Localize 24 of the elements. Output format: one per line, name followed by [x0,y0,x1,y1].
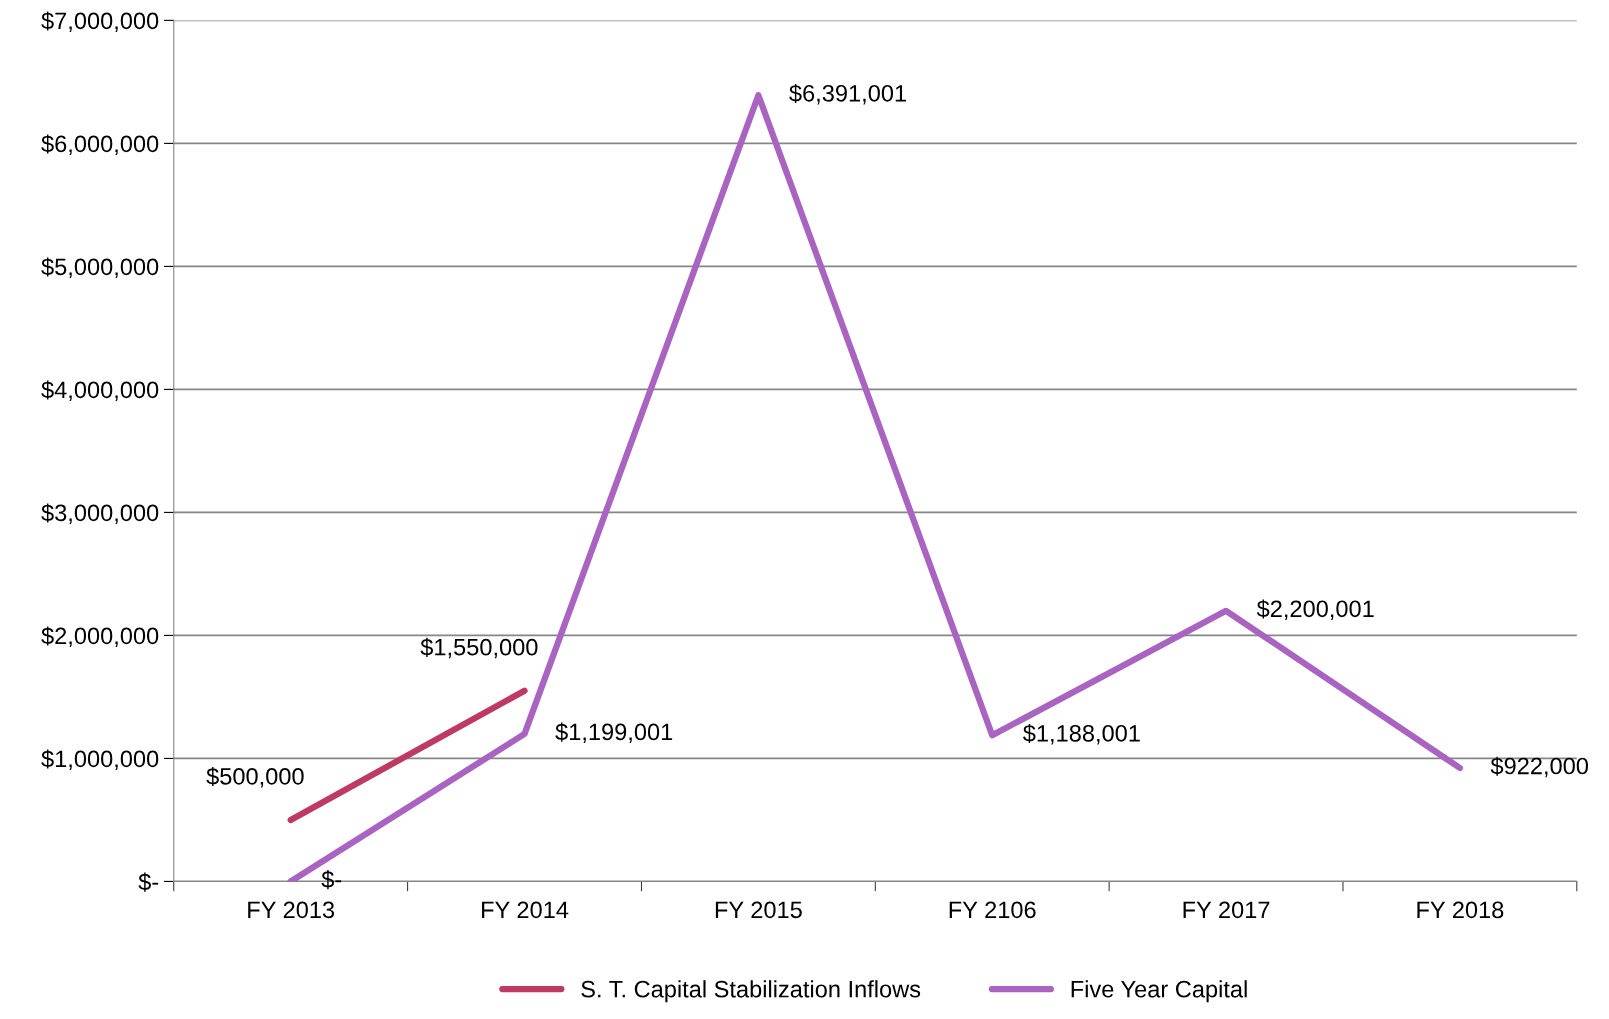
y-tick-label: $7,000,000 [41,11,159,32]
y-tick-label: $- [138,872,159,892]
data-label: $1,188,001 [1023,723,1140,745]
x-tick-label: FY 2018 [1417,901,1504,919]
x-tick-label: FY 2014 [482,901,569,919]
data-label: $922,000 [1490,756,1589,778]
legend-label: Five Year Capital [1071,980,1247,1003]
y-tick-label: $1,000,000 [41,749,159,770]
y-tick-label: $4,000,000 [41,380,159,401]
data-label: $1,550,000 [420,637,538,659]
x-tick-label: FY 2015 [715,901,802,919]
data-label: $2,200,001 [1256,599,1374,620]
legend-label: S. T. Capital Stabilization Inflows [581,980,921,1003]
data-label: $- [321,870,342,890]
y-tick-label: $6,000,000 [41,134,159,155]
y-tick-label: $5,000,000 [41,257,159,278]
x-tick-label: FY 2017 [1183,901,1270,919]
data-label: $1,199,001 [555,722,673,744]
x-tick-label: FY 2106 [949,901,1036,919]
y-tick-label: $2,000,000 [41,626,159,647]
data-label: $6,391,001 [789,83,906,105]
y-tick-label: $3,000,000 [41,503,159,524]
x-tick-label: FY 2013 [248,901,335,919]
data-label: $500,000 [206,767,304,788]
